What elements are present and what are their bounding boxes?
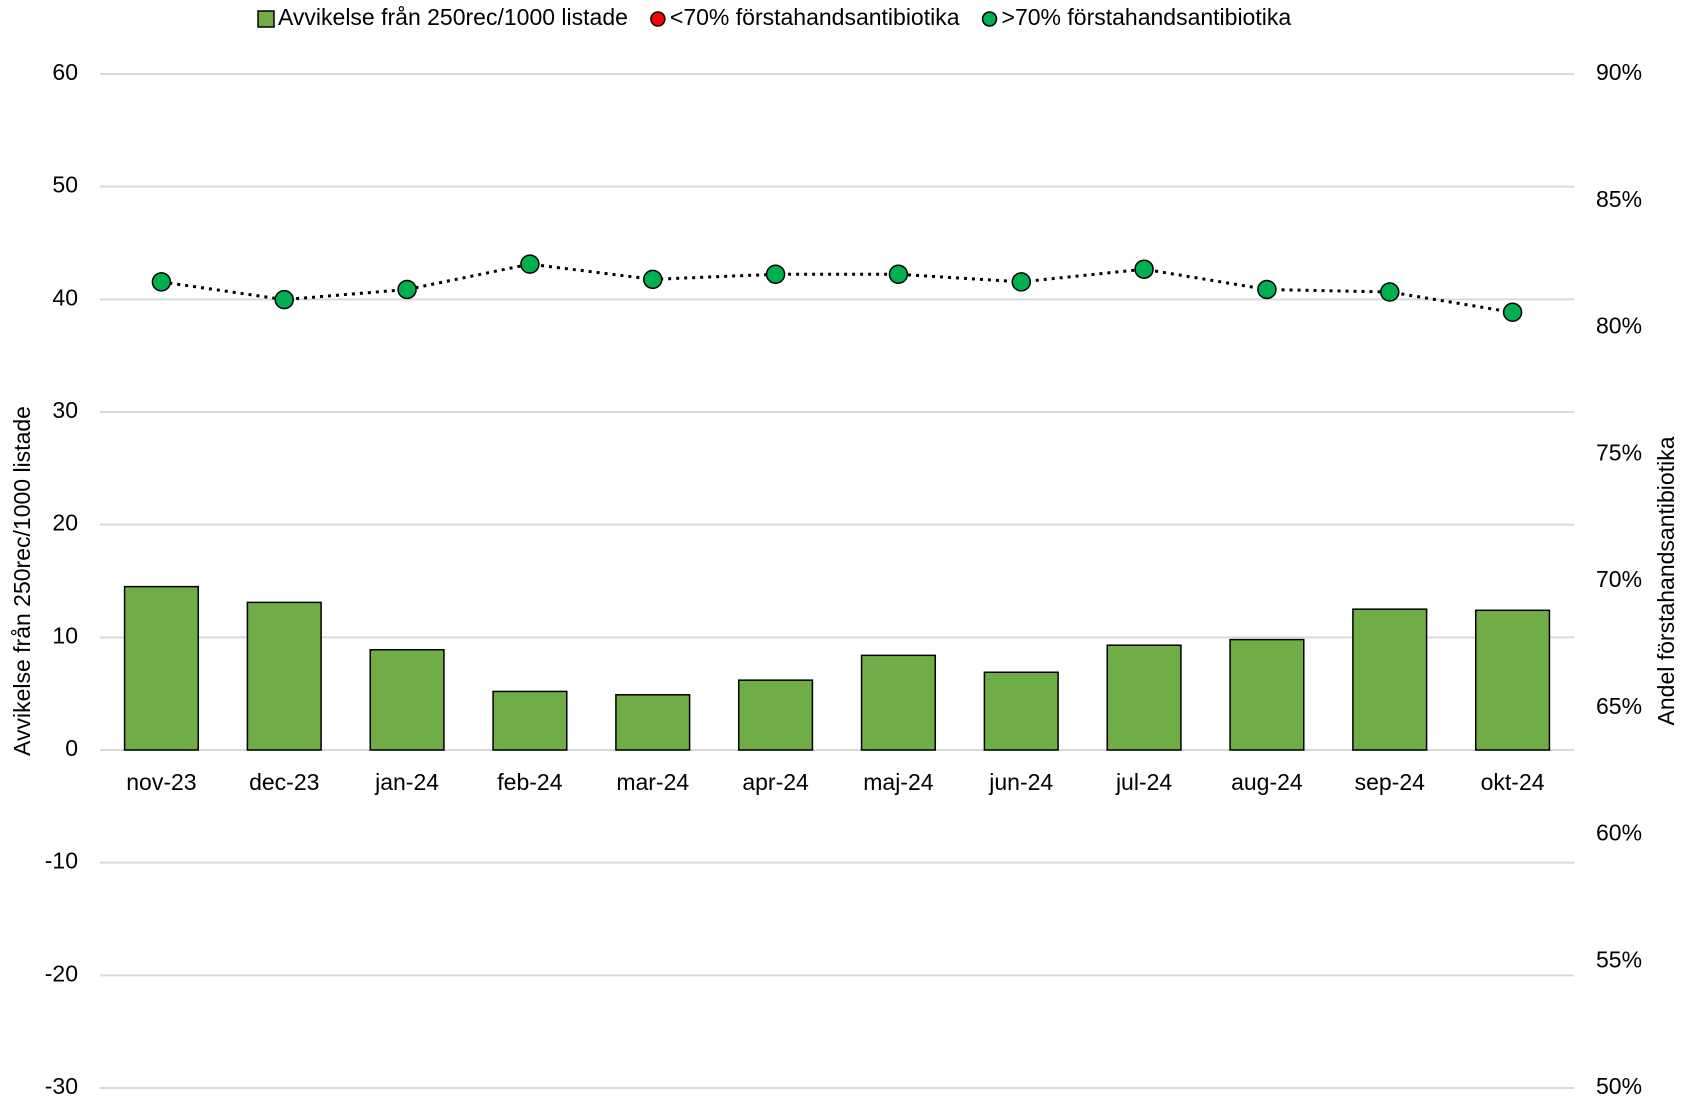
bar [1474, 609, 1551, 751]
x-tick-label: maj-24 [863, 769, 934, 795]
x-tick-label: apr-24 [742, 769, 809, 795]
y2-tick-label: 65% [1596, 693, 1642, 719]
line [161, 262, 1513, 314]
y2-tick-label: 85% [1596, 186, 1642, 212]
x-tick-label: okt-24 [1481, 769, 1545, 795]
legend-marker [650, 11, 666, 27]
point [1257, 279, 1277, 300]
x-tick-label: dec-23 [249, 769, 319, 795]
point [1380, 282, 1400, 302]
bar [123, 585, 200, 751]
y2-tick-label: 75% [1596, 439, 1642, 465]
y-tick-label: 60 [52, 59, 78, 85]
bar [860, 654, 937, 751]
y-tick-label: 40 [52, 284, 78, 310]
legend-label: >70% förstahandsantibiotika [1002, 4, 1292, 30]
x-tick-label: aug-24 [1231, 769, 1303, 795]
x-tick-label: sep-24 [1355, 769, 1426, 795]
y-tick-label: 30 [52, 397, 78, 423]
bar [615, 694, 691, 751]
point [274, 289, 294, 310]
y2-tick-label: 70% [1596, 566, 1642, 592]
bar [1229, 638, 1305, 751]
x-tick-label: mar-24 [616, 769, 689, 795]
y-tick-label: -20 [45, 960, 78, 986]
bar [246, 601, 322, 751]
point [888, 264, 909, 285]
y2-tick-label: 90% [1596, 59, 1642, 85]
y-axis-label: Avvikelse från 250rec/1000 listade [9, 406, 35, 756]
point [151, 272, 172, 292]
point [520, 254, 540, 274]
bar [983, 671, 1059, 751]
y-tick-label: 10 [52, 622, 78, 648]
x-tick-label: jan-24 [374, 769, 439, 795]
bar [492, 690, 568, 751]
legend-marker [981, 11, 998, 27]
x-tick-label: jun-24 [988, 769, 1053, 795]
y2-tick-label: 80% [1596, 313, 1642, 339]
point [1011, 272, 1031, 292]
y2-tick-label: 50% [1596, 1073, 1642, 1099]
x-tick-label: feb-24 [497, 769, 562, 795]
y2-tick-label: 55% [1596, 946, 1642, 972]
y-tick-label: -30 [45, 1073, 78, 1099]
legend-label: <70% förstahandsantibiotika [670, 4, 960, 30]
legend-label: Avvikelse från 250rec/1000 listade [278, 4, 628, 30]
bar [1106, 644, 1182, 751]
bar [1352, 608, 1428, 751]
point [397, 279, 417, 300]
x-tick-label: jul-24 [1115, 769, 1172, 795]
point [643, 269, 663, 290]
bar [737, 679, 814, 751]
y2-tick-label: 60% [1596, 820, 1642, 846]
y-tick-label: 50 [52, 172, 78, 198]
y-tick-label: 20 [52, 510, 78, 536]
y-tick-label: 0 [65, 735, 78, 761]
y2-axis-label: Andel förstahandsantibiotika [1653, 436, 1679, 725]
x-tick-label: nov-23 [126, 769, 196, 795]
legend-marker [257, 10, 275, 28]
y-tick-label: -10 [45, 848, 78, 874]
bar [369, 648, 445, 751]
point [1502, 302, 1523, 323]
point [1134, 259, 1154, 279]
point [765, 264, 786, 285]
